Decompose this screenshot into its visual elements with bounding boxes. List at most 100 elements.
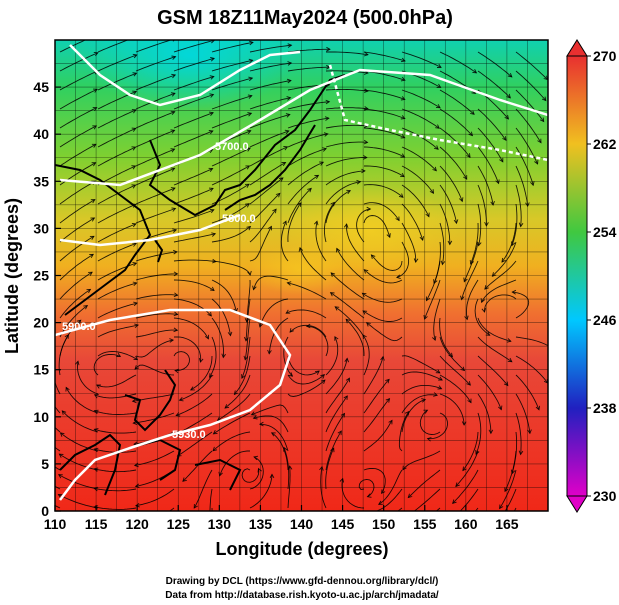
streamline (135, 294, 178, 300)
streamline-arrowhead (380, 355, 385, 361)
streamline-arrowhead (132, 281, 138, 287)
streamline (287, 202, 302, 243)
streamline-arrowhead (407, 493, 413, 499)
streamline (97, 223, 136, 243)
streamline-arrowhead (131, 222, 137, 228)
streamline (396, 241, 410, 278)
streamline (97, 146, 136, 167)
streamline-arrowhead (400, 172, 405, 178)
x-tick-label: 135 (249, 516, 273, 532)
streamline (419, 409, 441, 435)
streamline (287, 466, 291, 509)
streamline (211, 77, 253, 91)
streamline-arrowhead (210, 286, 215, 292)
streamline (211, 317, 224, 358)
streamline-arrowhead (431, 336, 437, 341)
streamline-arrowhead (400, 153, 406, 158)
streamline (209, 336, 217, 378)
streamline-arrowhead (131, 184, 137, 189)
streamline (439, 108, 473, 136)
streamline (249, 62, 292, 72)
streamline (375, 488, 403, 511)
streamline (213, 412, 251, 435)
streamline-arrowhead (501, 257, 506, 263)
streamline-arrowhead (170, 187, 176, 192)
colorbar-tick-label: 254 (593, 224, 617, 240)
streamline (325, 448, 335, 490)
streamline-arrowhead (484, 285, 489, 290)
streamline (474, 298, 490, 336)
streamline-arrowhead (134, 502, 140, 508)
streamline-arrowhead (132, 72, 138, 77)
streamline-arrowhead (462, 466, 467, 472)
streamline (515, 336, 548, 347)
streamline-arrowhead (395, 216, 400, 222)
streamline-arrowhead (175, 412, 181, 417)
streamline-arrowhead (224, 404, 230, 409)
streamline (241, 336, 251, 379)
streamline (325, 141, 368, 148)
streamline (97, 54, 137, 72)
streamline (173, 187, 214, 205)
streamline (461, 260, 479, 300)
streamline-arrowhead (178, 396, 184, 402)
streamline-arrowhead (132, 53, 138, 59)
streamline (439, 89, 475, 115)
streamline-arrowhead (464, 315, 469, 321)
streamline-arrowhead (76, 319, 82, 325)
streamline (325, 377, 350, 414)
streamline-arrowhead (343, 395, 348, 400)
streamline-arrowhead (93, 486, 99, 492)
streamline (249, 130, 289, 148)
streamline (515, 108, 542, 143)
streamline (97, 262, 137, 281)
streamline-arrowhead (435, 369, 441, 374)
streamline-arrowhead (173, 327, 179, 333)
streamline (477, 51, 513, 78)
streamline (249, 208, 277, 243)
streamline-arrowhead (506, 338, 512, 343)
x-tick-label: 115 (85, 516, 108, 532)
streamline (211, 203, 250, 224)
streamline-arrowhead (370, 254, 376, 260)
streamline-arrowhead (207, 311, 212, 317)
streamline-arrowhead (289, 328, 294, 333)
y-tick-label: 45 (33, 79, 49, 95)
streamline (401, 394, 438, 414)
streamline-arrowhead (484, 221, 489, 227)
colorbar-ramp (566, 55, 588, 497)
streamline-arrowhead (492, 539, 496, 543)
streamline-arrowhead (269, 473, 275, 479)
streamline (515, 89, 545, 122)
streamline (439, 393, 465, 426)
streamline-arrowhead (434, 145, 439, 150)
streamline-arrowhead (343, 223, 349, 228)
streamline (426, 260, 441, 301)
streamline-arrowhead (61, 410, 67, 415)
streamline-arrowhead (336, 247, 341, 253)
streamline (97, 127, 136, 148)
streamline (439, 184, 457, 224)
streamline-arrowhead (35, 399, 39, 403)
streamline (401, 146, 437, 172)
streamline-arrowhead (65, 386, 70, 392)
streamline (135, 488, 175, 507)
streamline-arrowhead (94, 34, 98, 38)
streamline (499, 469, 517, 509)
streamline (173, 209, 214, 224)
streamline-arrowhead (28, 443, 32, 447)
streamline (325, 88, 368, 92)
streamline (193, 469, 213, 509)
streamline-arrowhead (381, 489, 386, 495)
streamline-arrowhead (364, 88, 369, 93)
streamline (135, 111, 175, 129)
streamline-arrowhead (246, 225, 252, 231)
streamline (326, 51, 368, 56)
streamline (97, 243, 137, 262)
streamline-arrowhead (452, 499, 457, 504)
streamline (515, 51, 548, 80)
streamline-arrowhead (435, 124, 440, 129)
streamline (315, 221, 327, 262)
streamline (363, 184, 404, 198)
streamline-arrowhead (134, 483, 140, 489)
